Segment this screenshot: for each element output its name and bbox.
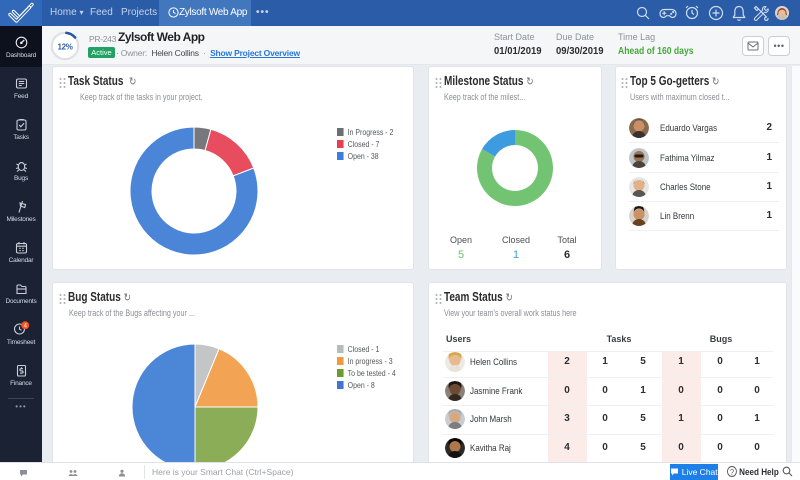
svg-text:4: 4	[23, 324, 27, 330]
svg-text:12%: 12%	[57, 43, 72, 52]
